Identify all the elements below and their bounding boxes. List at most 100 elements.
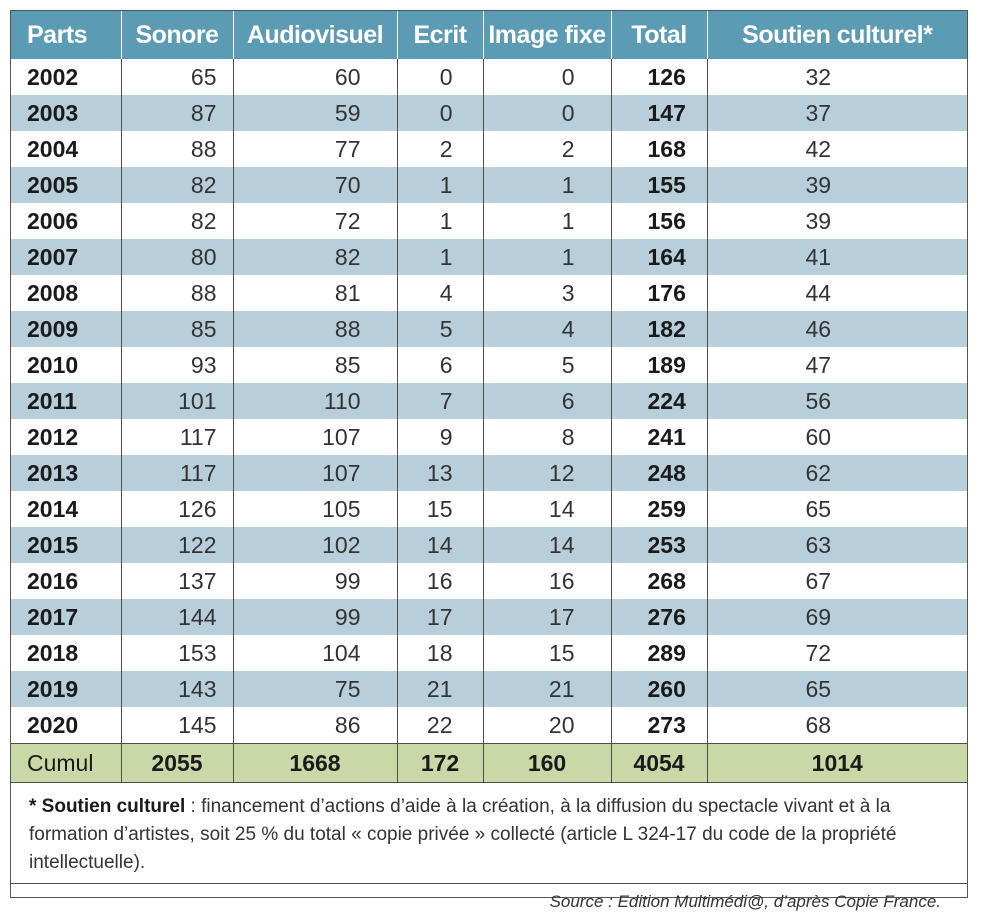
table-row: 2016 137 99 16 16 268 67 — [11, 563, 967, 599]
cell-year: 2006 — [11, 203, 122, 239]
table-row: 2010 93 85 6 5 189 47 — [11, 347, 967, 383]
cell-year: 2003 — [11, 95, 122, 131]
col-header-audiovisuel: Audiovisuel — [233, 11, 398, 59]
table-row: 2014 126 105 15 14 259 65 — [11, 491, 967, 527]
cell-image-fixe: 1 — [483, 239, 612, 275]
cell-sonore: 85 — [121, 311, 234, 347]
cumul-sonore: 2055 — [121, 743, 234, 783]
table-row: 2005 82 70 1 1 155 39 — [11, 167, 967, 203]
table-row: 2019 143 75 21 21 260 65 — [11, 671, 967, 707]
cell-ecrit: 6 — [397, 347, 484, 383]
cell-soutien: 39 — [707, 167, 967, 203]
cell-sonore: 117 — [121, 419, 234, 455]
cell-soutien: 39 — [707, 203, 967, 239]
cell-ecrit: 18 — [397, 635, 484, 671]
cumul-audiovisuel: 1668 — [233, 743, 398, 783]
cell-soutien: 42 — [707, 131, 967, 167]
cell-total: 176 — [611, 275, 708, 311]
cell-soutien: 56 — [707, 383, 967, 419]
cell-sonore: 144 — [121, 599, 234, 635]
cell-year: 2017 — [11, 599, 122, 635]
cell-sonore: 80 — [121, 239, 234, 275]
cell-audiovisuel: 75 — [233, 671, 398, 707]
cumul-row: Cumul 2055 1668 172 160 4054 1014 — [11, 743, 967, 783]
cell-soutien: 72 — [707, 635, 967, 671]
cell-ecrit: 2 — [397, 131, 484, 167]
cell-sonore: 126 — [121, 491, 234, 527]
cell-year: 2015 — [11, 527, 122, 563]
cell-sonore: 122 — [121, 527, 234, 563]
cell-audiovisuel: 105 — [233, 491, 398, 527]
cell-ecrit: 1 — [397, 203, 484, 239]
cell-audiovisuel: 104 — [233, 635, 398, 671]
cell-soutien: 46 — [707, 311, 967, 347]
cell-image-fixe: 0 — [483, 59, 612, 95]
cumul-total: 4054 — [611, 743, 708, 783]
cell-sonore: 88 — [121, 131, 234, 167]
cell-audiovisuel: 85 — [233, 347, 398, 383]
cell-soutien: 63 — [707, 527, 967, 563]
cell-total: 189 — [611, 347, 708, 383]
cell-soutien: 37 — [707, 95, 967, 131]
cumul-ecrit: 172 — [397, 743, 484, 783]
cell-image-fixe: 5 — [483, 347, 612, 383]
cell-year: 2009 — [11, 311, 122, 347]
cell-ecrit: 17 — [397, 599, 484, 635]
cell-soutien: 44 — [707, 275, 967, 311]
table-row: 2009 85 88 5 4 182 46 — [11, 311, 967, 347]
cell-soutien: 65 — [707, 491, 967, 527]
data-table: Parts Sonore Audiovisuel Ecrit Image fix… — [11, 11, 967, 783]
cell-total: 248 — [611, 455, 708, 491]
cell-total: 155 — [611, 167, 708, 203]
cell-total: 224 — [611, 383, 708, 419]
cell-audiovisuel: 107 — [233, 419, 398, 455]
cell-sonore: 88 — [121, 275, 234, 311]
footnote-term: * Soutien culturel — [29, 796, 186, 817]
cell-sonore: 117 — [121, 455, 234, 491]
cell-total: 273 — [611, 707, 708, 744]
cell-soutien: 65 — [707, 671, 967, 707]
cell-year: 2011 — [11, 383, 122, 419]
cell-soutien: 62 — [707, 455, 967, 491]
cell-image-fixe: 21 — [483, 671, 612, 707]
cell-audiovisuel: 72 — [233, 203, 398, 239]
cell-sonore: 137 — [121, 563, 234, 599]
cell-sonore: 65 — [121, 59, 234, 95]
cell-sonore: 93 — [121, 347, 234, 383]
cell-audiovisuel: 59 — [233, 95, 398, 131]
cell-image-fixe: 15 — [483, 635, 612, 671]
cell-year: 2019 — [11, 671, 122, 707]
cell-soutien: 32 — [707, 59, 967, 95]
cell-ecrit: 1 — [397, 239, 484, 275]
cell-year: 2005 — [11, 167, 122, 203]
cell-image-fixe: 12 — [483, 455, 612, 491]
cell-sonore: 145 — [121, 707, 234, 744]
cell-ecrit: 0 — [397, 59, 484, 95]
table-row: 2007 80 82 1 1 164 41 — [11, 239, 967, 275]
table-frame: Parts Sonore Audiovisuel Ecrit Image fix… — [10, 10, 968, 911]
cell-audiovisuel: 77 — [233, 131, 398, 167]
cell-total: 156 — [611, 203, 708, 239]
cell-year: 2014 — [11, 491, 122, 527]
cell-image-fixe: 2 — [483, 131, 612, 167]
cell-total: 276 — [611, 599, 708, 635]
cell-ecrit: 0 — [397, 95, 484, 131]
cell-audiovisuel: 60 — [233, 59, 398, 95]
col-header-sonore: Sonore — [121, 11, 234, 59]
cell-image-fixe: 6 — [483, 383, 612, 419]
cell-sonore: 87 — [121, 95, 234, 131]
cell-image-fixe: 3 — [483, 275, 612, 311]
cell-ecrit: 15 — [397, 491, 484, 527]
cell-ecrit: 4 — [397, 275, 484, 311]
cell-year: 2020 — [11, 707, 122, 744]
cell-sonore: 82 — [121, 203, 234, 239]
cell-audiovisuel: 88 — [233, 311, 398, 347]
cell-soutien: 41 — [707, 239, 967, 275]
table-row: 2020 145 86 22 20 273 68 — [11, 707, 967, 744]
cell-ecrit: 14 — [397, 527, 484, 563]
cell-total: 259 — [611, 491, 708, 527]
cell-sonore: 143 — [121, 671, 234, 707]
cell-year: 2012 — [11, 419, 122, 455]
cell-ecrit: 7 — [397, 383, 484, 419]
cell-soutien: 47 — [707, 347, 967, 383]
